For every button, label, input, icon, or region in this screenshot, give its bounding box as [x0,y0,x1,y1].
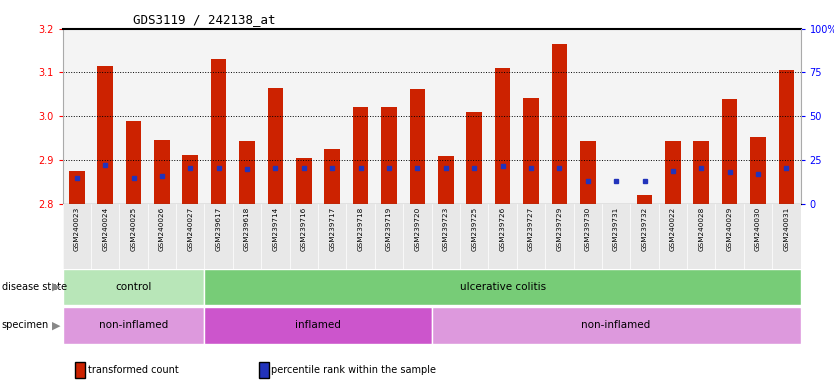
Bar [523,98,539,204]
Bar [580,141,595,204]
Text: GSM239618: GSM239618 [244,207,250,251]
Bar [239,141,255,204]
Text: GSM240028: GSM240028 [698,207,704,251]
Bar [751,137,766,204]
Bar [204,269,801,305]
Bar [432,307,801,344]
Bar [495,68,510,204]
Bar [154,140,169,204]
Text: control: control [115,282,152,292]
Text: ▶: ▶ [52,320,60,331]
Text: GSM239725: GSM239725 [471,207,477,251]
Bar [636,195,652,204]
Text: inflamed: inflamed [295,320,341,331]
Text: GSM239723: GSM239723 [443,207,449,251]
Text: GSM239731: GSM239731 [613,207,619,251]
Text: GSM240027: GSM240027 [188,207,193,251]
Bar [63,269,204,305]
Text: percentile rank within the sample: percentile rank within the sample [271,365,436,375]
Text: GSM239716: GSM239716 [301,207,307,251]
Text: GSM240023: GSM240023 [73,207,80,251]
Text: GDS3119 / 242138_at: GDS3119 / 242138_at [133,13,276,26]
Text: GSM239714: GSM239714 [273,207,279,251]
Text: GSM239719: GSM239719 [386,207,392,251]
Bar [98,66,113,204]
Bar [183,155,198,204]
Text: non-inflamed: non-inflamed [99,320,168,331]
Bar [63,307,204,344]
Bar [211,60,227,204]
Text: ▶: ▶ [52,282,60,292]
Text: GSM239729: GSM239729 [556,207,562,251]
Text: GSM240029: GSM240029 [726,207,733,251]
Bar [324,149,340,204]
Bar [296,158,312,204]
Text: GSM240031: GSM240031 [783,207,790,251]
Text: specimen: specimen [2,320,49,331]
Bar [126,121,141,204]
Bar [69,171,84,204]
Text: GSM240026: GSM240026 [159,207,165,251]
Text: GSM240025: GSM240025 [130,207,137,251]
Text: GSM239730: GSM239730 [585,207,590,251]
Bar [779,70,794,204]
Bar [722,99,737,204]
Text: ulcerative colitis: ulcerative colitis [460,282,545,292]
Text: GSM239720: GSM239720 [414,207,420,251]
Text: GSM240030: GSM240030 [755,207,761,251]
Text: disease state: disease state [2,282,67,292]
Bar [438,156,454,204]
Text: GSM239718: GSM239718 [358,207,364,251]
Bar [551,44,567,204]
Text: GSM240022: GSM240022 [670,207,676,251]
Bar [665,141,681,204]
Text: GSM239726: GSM239726 [500,207,505,251]
Bar [204,307,432,344]
Text: GSM239727: GSM239727 [528,207,534,251]
Text: GSM240024: GSM240024 [102,207,108,251]
Text: GSM239732: GSM239732 [641,207,647,251]
Bar [268,88,284,204]
Text: non-inflamed: non-inflamed [581,320,651,331]
Text: GSM239617: GSM239617 [216,207,222,251]
Text: transformed count: transformed count [88,365,178,375]
Bar [694,141,709,204]
Bar [353,108,369,204]
Bar [409,89,425,204]
Bar [381,106,397,204]
Bar [466,112,482,204]
Text: GSM239717: GSM239717 [329,207,335,251]
